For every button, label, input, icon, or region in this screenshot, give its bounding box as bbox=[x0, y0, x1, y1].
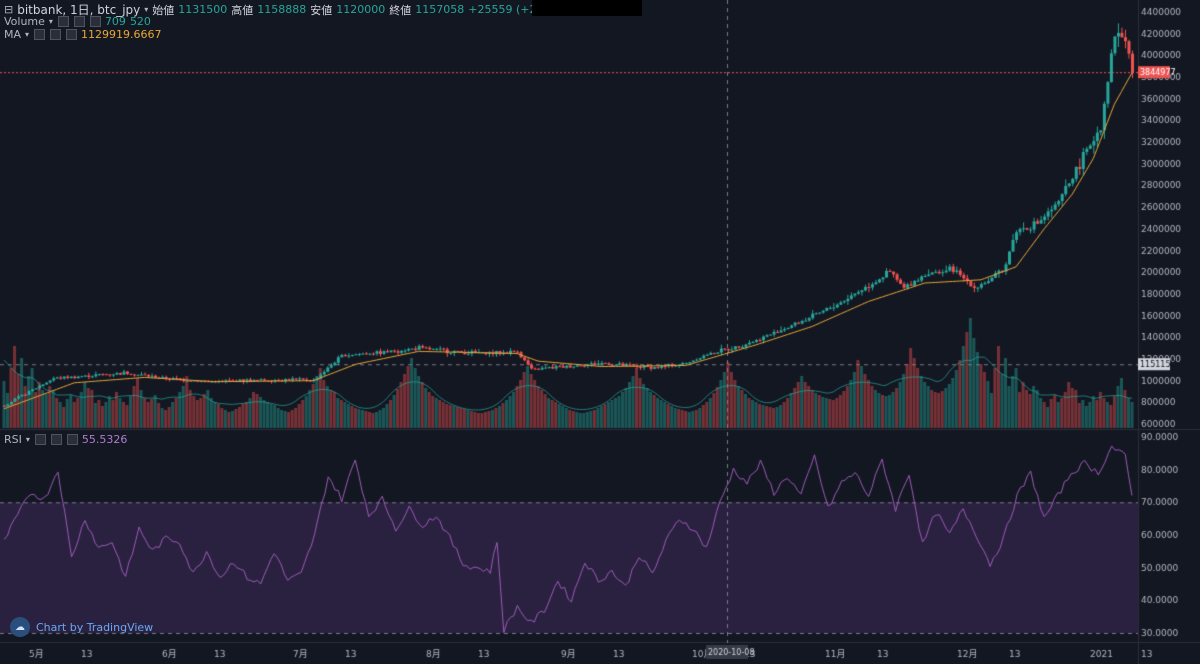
eye-icon[interactable] bbox=[34, 29, 46, 40]
chevron-down-icon[interactable]: ▾ bbox=[48, 17, 53, 26]
volume-label[interactable]: Volume bbox=[4, 15, 45, 28]
high-value: 1158888 bbox=[257, 3, 307, 16]
symbol-title[interactable]: bitbank, 1日, btc_jpy bbox=[17, 3, 141, 17]
eye-icon[interactable] bbox=[34, 434, 46, 445]
watermark-text: Chart by TradingView bbox=[36, 620, 154, 634]
open-label: 始値 bbox=[152, 3, 175, 17]
tradingview-watermark[interactable]: ☁ Chart by TradingView bbox=[10, 617, 153, 637]
volume-value-1: 709 bbox=[104, 15, 126, 28]
settings-icon[interactable] bbox=[73, 16, 85, 27]
eye-icon[interactable] bbox=[57, 16, 69, 27]
tradingview-logo-icon: ☁ bbox=[10, 617, 30, 637]
ma-label[interactable]: MA bbox=[4, 28, 22, 41]
close-icon[interactable] bbox=[66, 434, 78, 445]
low-value: 1120000 bbox=[336, 3, 386, 16]
redaction-block bbox=[532, 0, 642, 16]
collapse-icon[interactable]: ⊟ bbox=[4, 3, 14, 16]
ma-value: 1129919.6667 bbox=[81, 28, 162, 41]
chevron-down-icon[interactable]: ▾ bbox=[144, 5, 149, 14]
close-icon[interactable] bbox=[89, 16, 101, 27]
settings-icon[interactable] bbox=[50, 29, 62, 40]
open-value: 1131500 bbox=[178, 3, 228, 16]
low-label: 安値 bbox=[310, 3, 333, 17]
high-label: 高値 bbox=[231, 3, 254, 17]
close-value: 1157058 bbox=[415, 3, 465, 16]
rsi-label[interactable]: RSI bbox=[4, 433, 22, 446]
rsi-legend: RSI ▾ 55.5326 bbox=[4, 433, 127, 446]
ma-legend: MA ▾ 1129919.6667 bbox=[4, 28, 162, 41]
volume-value-2: 520 bbox=[129, 15, 151, 28]
settings-icon[interactable] bbox=[50, 434, 62, 445]
volume-legend: Volume ▾ 709 520 bbox=[4, 15, 151, 28]
close-label: 終値 bbox=[389, 3, 412, 17]
close-icon[interactable] bbox=[66, 29, 78, 40]
chevron-down-icon[interactable]: ▾ bbox=[25, 30, 30, 39]
chevron-down-icon[interactable]: ▾ bbox=[25, 435, 30, 444]
rsi-value: 55.5326 bbox=[81, 433, 128, 446]
